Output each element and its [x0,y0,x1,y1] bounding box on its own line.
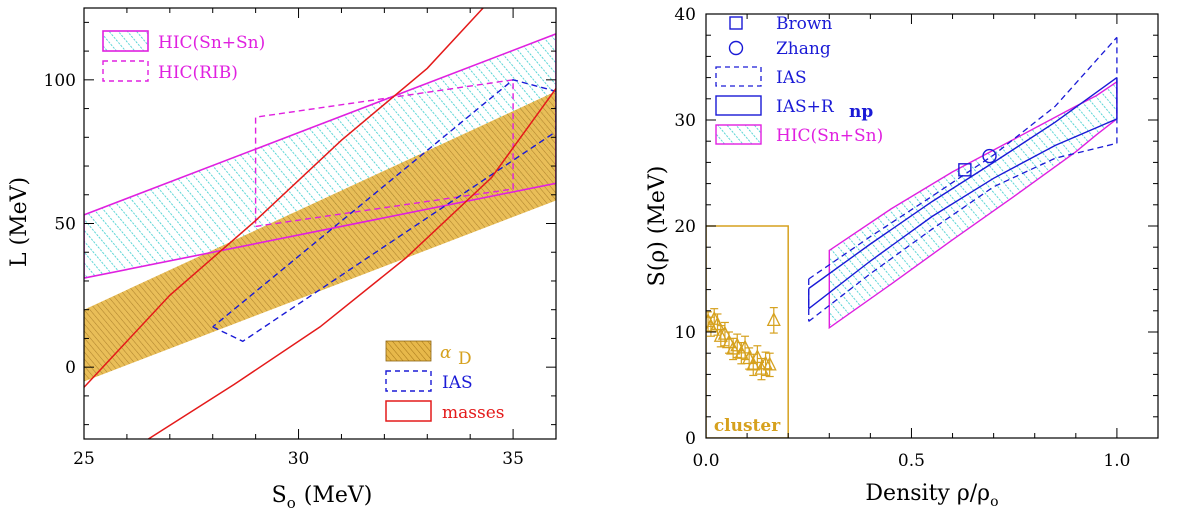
right-legend: Brown Zhang IAS IAS+R np HIC(Sn+Sn) [715,14,883,146]
legend-swatch-ias-rnp [715,95,762,116]
right-y-tick-label: 30 [674,111,696,131]
left-x-axis-title: So (MeV) [272,483,373,512]
cluster-point [758,355,773,370]
cluster-point [766,311,781,326]
left-x-tick-label: 25 [73,449,95,469]
cluster-point [746,356,761,371]
masses-line-2 [147,88,556,439]
legend-swatch-masses [385,400,432,422]
right-x-tick-label: 1.0 [1103,451,1130,471]
legend-swatch-brown [729,16,743,30]
right-y-tick-label: 40 [674,5,696,25]
legend-label-alpha-d: α [440,343,452,363]
legend-swatch-ias [385,370,432,392]
left-plot-area [84,8,556,439]
legend-swatch-zhang [728,40,744,56]
cluster-point [730,337,745,352]
hic-snsn-band [829,81,1117,328]
ias-rnp-upper [808,77,1118,290]
hic-rib-outline [254,78,514,228]
zhang-marker [982,148,997,164]
ias-rnp-lower [808,118,1118,310]
right-ticks: 0.0 0.5 1.0 0 10 20 30 40 cluster [674,5,1159,471]
right-x-tick-label: 0.0 [692,451,719,471]
legend-label-brown: Brown [776,14,832,34]
right-y-tick-label: 20 [674,217,696,237]
left-y-axis-title: L (MeV) [7,177,32,267]
hic-snsn-outline [84,33,556,279]
left-legend: HIC(Sn+Sn) HIC(RIB) α D IAS masses [102,30,505,423]
right-panel: 0.0 0.5 1.0 0 10 20 30 40 cluster Brown Zhang IAS I… [645,5,1159,510]
cluster-point [710,316,725,331]
legend-swatch-alpha-d [385,340,432,362]
masses-line-1 [84,8,484,388]
cluster-point [713,327,728,342]
cluster-point [734,344,749,359]
legend-label-hic-snsn: HIC(Sn+Sn) [776,126,883,146]
brown-marker [958,163,972,177]
legend-swatch-ias [715,66,762,87]
legend-label-hic-rib: HIC(RIB) [158,63,238,83]
left-ticks: 25 30 35 0 50 100 [44,8,557,469]
right-y-tick-label: 10 [674,323,696,343]
right-y-axis-title: S(ρ) (MeV) [645,166,670,287]
right-x-tick-label: 0.5 [898,451,925,471]
cluster-point [726,340,741,355]
left-y-tick-label: 0 [65,358,76,378]
right-y-tick-label: 0 [685,429,696,449]
hic-snsn-band [84,33,556,279]
left-y-tick-label: 50 [54,215,76,235]
cluster-point [737,339,753,354]
legend-label-alpha-d-sub: D [458,349,472,369]
legend-swatch-hic-snsn [715,124,762,145]
right-x-axis-title: Density ρ/ρo [865,481,998,510]
cluster-point [717,325,732,340]
left-y-tick-label: 100 [44,71,76,91]
cluster-label: cluster [714,416,781,436]
left-panel: 25 30 35 0 50 100 HIC(Sn+Sn) HIC(RIB) α D IAS mass… [7,7,557,512]
legend-label-ias: IAS [442,373,473,393]
left-x-tick-label: 30 [288,449,310,469]
legend-label-ias-rnp: IAS+R [776,97,835,117]
cluster-point [750,348,765,364]
legend-label-masses: masses [442,403,505,423]
cluster-point [742,350,757,365]
alpha-d-band [84,91,556,382]
cluster-box [706,225,789,438]
right-plot-area [706,36,1118,438]
legend-swatch-hic-snsn [102,30,149,52]
ias-lower [808,142,1118,322]
cluster-point [721,334,737,349]
cluster-point [762,356,777,371]
legend-label-hic-snsn: HIC(Sn+Sn) [158,33,265,53]
legend-swatch-hic-rib [102,60,149,82]
left-x-tick-label: 35 [502,449,524,469]
legend-label-ias: IAS [776,68,807,88]
legend-label-ias-rnp-sub: np [849,102,873,122]
legend-label-zhang: Zhang [776,39,831,59]
